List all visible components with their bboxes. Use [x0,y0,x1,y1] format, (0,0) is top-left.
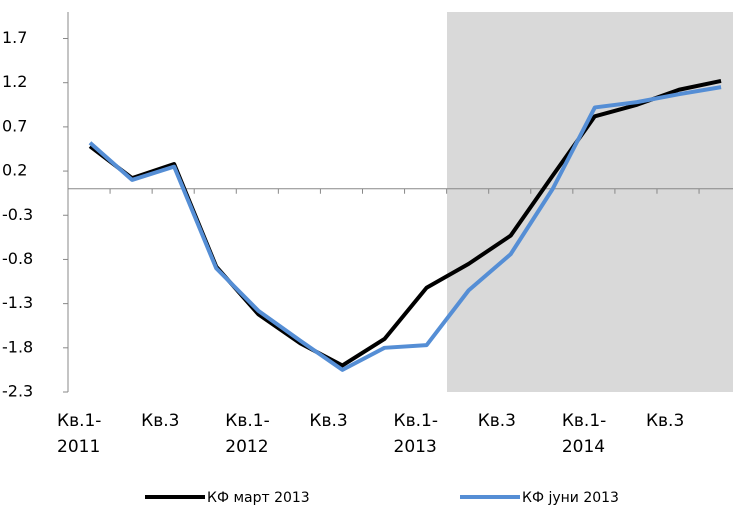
y-tick-label: -1.8 [2,337,33,356]
y-tick-label: 0.7 [2,116,27,135]
y-tick-label: -0.3 [2,205,33,224]
series-line [88,85,722,372]
x-tick-label: Кв.3 [477,411,516,431]
legend-label: КФ јуни 2013 [522,490,619,506]
y-tick-label: 0.2 [2,161,27,180]
x-tick-label: Кв.3 [309,411,348,431]
x-tick-label: Кв.3 [645,411,685,431]
x-tick-label: Кв.1- 2011 [57,411,102,457]
forecast-shading [447,12,733,392]
y-tick-label: -1.3 [2,293,33,312]
x-tick-label: Кв.3 [141,411,180,431]
y-tick-label: 1.7 [2,28,27,47]
x-tick-label: Кв.1- 2014 [561,411,607,457]
x-tick-label: Кв.1- 2012 [225,411,270,457]
y-tick-label: 1.2 [2,72,27,91]
y-tick-label: -2.3 [2,382,33,401]
legend-label: КФ март 2013 [207,490,310,506]
x-tick-label: Кв.1- 2013 [393,411,438,457]
y-tick-label: -0.8 [2,249,33,268]
